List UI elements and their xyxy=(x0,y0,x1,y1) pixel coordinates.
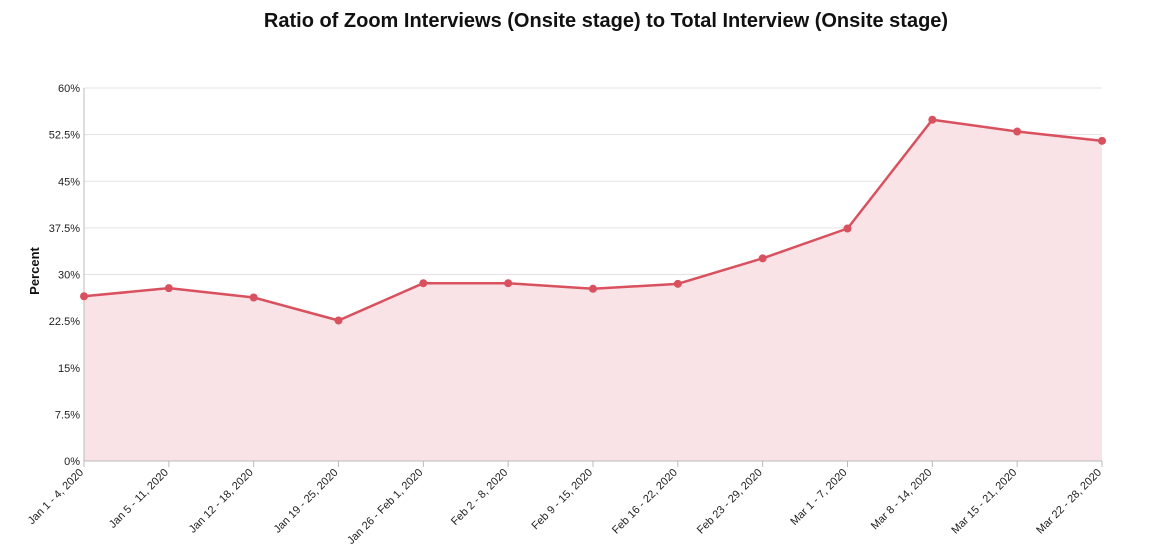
x-tick-label: Feb 23 - 29, 2020 xyxy=(695,467,765,537)
y-tick-label: 7.5% xyxy=(55,409,80,421)
y-tick-label: 60% xyxy=(58,83,80,95)
x-tick-label: Mar 15 - 21, 2020 xyxy=(949,467,1019,537)
x-tick-label: Jan 19 - 25, 2020 xyxy=(272,467,341,536)
y-tick-label: 22.5% xyxy=(49,316,80,328)
x-tick-label: Jan 1 - 4, 2020 xyxy=(26,467,86,527)
data-point xyxy=(843,224,852,233)
y-tick-label: 37.5% xyxy=(49,223,80,235)
x-tick-label: Feb 16 - 22, 2020 xyxy=(610,467,680,537)
data-point xyxy=(758,254,767,263)
data-point xyxy=(1013,127,1022,136)
x-tick-label: Feb 2 - 8, 2020 xyxy=(449,467,510,528)
data-point xyxy=(928,115,937,124)
data-point xyxy=(249,293,258,302)
chart-title: Ratio of Zoom Interviews (Onsite stage) … xyxy=(263,10,949,32)
data-point xyxy=(1098,136,1106,145)
data-point xyxy=(504,279,513,288)
y-ticks: 0% 7.5% 15% 22.5% 30% 37.5% 45% 52.5% 60% xyxy=(49,83,80,468)
y-tick-label: 0% xyxy=(64,456,80,468)
data-point xyxy=(419,279,428,288)
y-tick-label: 45% xyxy=(58,176,80,188)
x-tick-label: Mar 1 - 7, 2020 xyxy=(788,467,849,528)
y-tick-label: 15% xyxy=(58,363,80,375)
data-point xyxy=(80,292,88,301)
data-point xyxy=(673,279,682,288)
x-ticks: Jan 1 - 4, 2020 Jan 5 - 11, 2020 Jan 12 - … xyxy=(26,461,1104,547)
x-tick-label: Jan 26 - Feb 1, 2020 xyxy=(345,467,425,547)
x-tick-label: Jan 12 - 18, 2020 xyxy=(187,467,256,536)
x-tick-label: Jan 5 - 11, 2020 xyxy=(107,467,171,531)
x-tick-label: Feb 9 - 15, 2020 xyxy=(530,467,596,533)
y-axis-label: Percent xyxy=(27,246,42,294)
x-tick-label: Mar 8 - 14, 2020 xyxy=(869,467,935,533)
points-layer xyxy=(80,115,1106,325)
x-tick-label: Mar 22 - 28, 2020 xyxy=(1034,467,1104,537)
data-point xyxy=(589,284,597,293)
y-tick-label: 30% xyxy=(58,270,80,282)
y-tick-label: 52.5% xyxy=(49,130,80,142)
data-point xyxy=(164,284,173,293)
data-point xyxy=(334,316,343,325)
